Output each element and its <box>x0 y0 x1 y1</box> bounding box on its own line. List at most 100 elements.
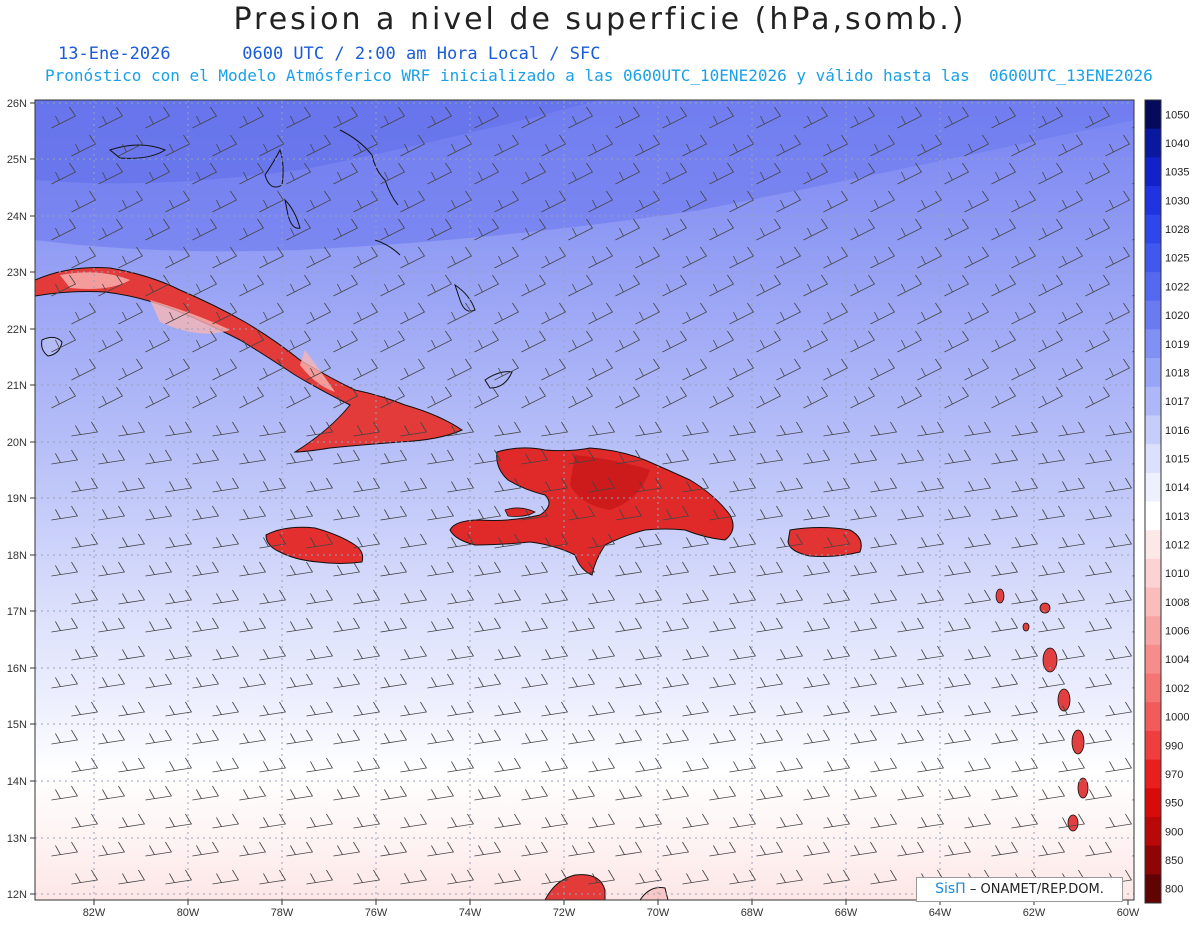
wind-barb <box>709 106 735 129</box>
wind-barb <box>850 274 876 297</box>
wind-barb <box>964 533 992 549</box>
wind-barb <box>776 477 804 493</box>
wind-barb <box>756 449 784 465</box>
wind-barb <box>1011 533 1039 549</box>
wind-barb <box>494 757 522 773</box>
wind-barb <box>870 589 898 605</box>
wind-barb <box>850 386 876 409</box>
wind-barb <box>1038 785 1066 801</box>
wind-barb <box>615 617 643 633</box>
wind-barb <box>145 162 171 185</box>
colorbar-swatch <box>1145 358 1161 388</box>
wind-barb <box>917 645 945 661</box>
wind-barb <box>944 330 970 353</box>
wind-barb <box>588 134 614 157</box>
wind-barb <box>521 785 549 801</box>
wind-barb <box>991 561 1019 577</box>
wind-barb <box>682 645 710 661</box>
wind-barb <box>541 358 567 381</box>
wind-barb <box>447 869 475 885</box>
wind-barb <box>118 869 146 885</box>
colorbar-label: 1014 <box>1165 482 1189 494</box>
wind-barb <box>494 358 520 381</box>
wind-barb <box>1011 589 1039 605</box>
wind-barb <box>729 869 757 885</box>
wind-barb <box>306 358 332 381</box>
wind-barb <box>1038 274 1064 297</box>
lat-ticks <box>30 102 35 895</box>
wind-barb <box>964 701 992 717</box>
wind-barb <box>333 218 359 241</box>
wind-barb <box>165 533 193 549</box>
colorbar-swatch <box>1145 272 1161 302</box>
wind-barb <box>1085 505 1113 521</box>
wind-barb <box>400 645 428 661</box>
wind-barb <box>192 505 220 521</box>
wind-barb <box>353 358 379 381</box>
wind-barb <box>1058 134 1084 157</box>
wind-barb <box>192 561 220 577</box>
south-america-coast <box>544 874 606 900</box>
wind-barb <box>427 162 453 185</box>
wind-barb <box>212 869 240 885</box>
wind-barb <box>98 729 126 745</box>
wind-barb <box>286 449 314 465</box>
wind-barb <box>635 757 663 773</box>
latlon-grid <box>35 100 1134 900</box>
wind-barb <box>306 421 334 437</box>
wind-barb <box>897 673 925 689</box>
wind-barb <box>682 813 710 829</box>
colorbar-swatch <box>1145 788 1161 818</box>
wind-barb <box>823 813 851 829</box>
wind-barb <box>239 729 267 745</box>
wind-barb <box>474 449 502 465</box>
wind-barb <box>353 134 379 157</box>
colorbar-swatch <box>1145 472 1161 502</box>
wind-barb <box>306 701 334 717</box>
wind-barb <box>662 673 690 689</box>
wind-barb <box>447 302 473 325</box>
wind-barb <box>944 274 970 297</box>
wind-barb <box>165 701 193 717</box>
wind-barb <box>729 645 757 661</box>
wind-barb <box>615 449 643 465</box>
wind-barb <box>756 561 784 577</box>
wind-barb <box>521 729 549 745</box>
wind-barb <box>98 841 126 857</box>
wind-barb <box>427 505 455 521</box>
wind-barb <box>662 785 690 801</box>
lon-label: 74W <box>459 907 482 919</box>
wind-barb <box>521 386 547 409</box>
wind-barb <box>118 358 144 381</box>
wind-barb <box>1085 162 1111 185</box>
wind-barb <box>1058 589 1086 605</box>
wind-barb <box>118 302 144 325</box>
colorbar-label: 970 <box>1165 769 1183 781</box>
wind-barb <box>400 477 428 493</box>
wind-barb <box>682 358 708 381</box>
wind-barb <box>212 589 240 605</box>
wind-barb <box>494 533 522 549</box>
wind-barb <box>239 561 267 577</box>
wind-barb <box>682 589 710 605</box>
wind-barb <box>259 701 287 717</box>
wind-barb <box>870 134 896 157</box>
wind-barb <box>1085 785 1113 801</box>
wind-barb <box>729 358 755 381</box>
wind-barb <box>380 449 408 465</box>
wind-barb <box>635 302 661 325</box>
wind-barb <box>588 757 616 773</box>
colorbar-swatch <box>1145 816 1161 847</box>
wind-barb <box>662 218 688 241</box>
wind-barb <box>98 617 126 633</box>
wind-barb <box>803 274 829 297</box>
lat-label: 15N <box>7 719 27 731</box>
wind-barb <box>380 673 408 689</box>
wind-barb <box>192 785 220 801</box>
wind-barb <box>98 274 124 297</box>
colorbar-label: 1025 <box>1165 253 1189 265</box>
wind-barb <box>474 561 502 577</box>
colorbar-swatch <box>1145 386 1161 416</box>
wind-barb <box>333 673 361 689</box>
wind-barb <box>568 561 596 577</box>
